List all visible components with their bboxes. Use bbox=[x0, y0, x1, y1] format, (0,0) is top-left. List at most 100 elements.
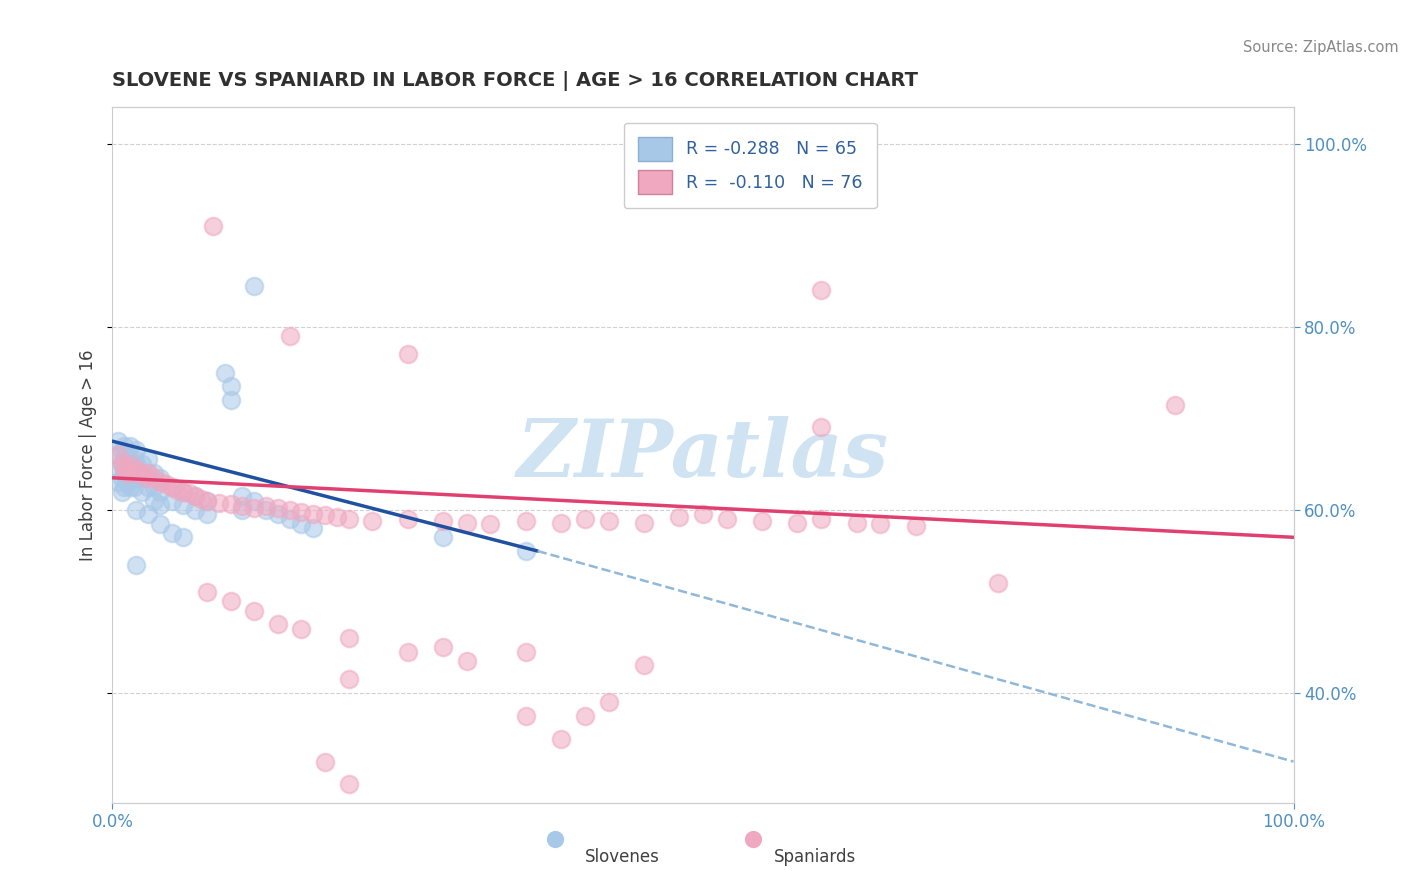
Text: Source: ZipAtlas.com: Source: ZipAtlas.com bbox=[1243, 40, 1399, 55]
Point bbox=[432, 530, 454, 544]
Point bbox=[149, 498, 172, 512]
Point bbox=[692, 508, 714, 522]
Point bbox=[574, 512, 596, 526]
Point bbox=[149, 516, 172, 531]
Point bbox=[111, 457, 134, 471]
Point bbox=[515, 514, 537, 528]
Point bbox=[515, 708, 537, 723]
Point bbox=[115, 448, 138, 462]
Point bbox=[172, 484, 194, 499]
Point bbox=[195, 493, 218, 508]
Point bbox=[219, 379, 242, 393]
Point bbox=[111, 457, 134, 471]
Point bbox=[107, 475, 129, 490]
Point bbox=[668, 510, 690, 524]
Point bbox=[290, 516, 312, 531]
Point bbox=[122, 480, 145, 494]
Point bbox=[432, 514, 454, 528]
Point bbox=[810, 512, 832, 526]
Point bbox=[219, 392, 242, 407]
Point bbox=[184, 503, 207, 517]
Point bbox=[290, 622, 312, 636]
Point bbox=[112, 452, 135, 467]
Point bbox=[195, 585, 218, 599]
Point bbox=[267, 508, 290, 522]
Text: Spaniards: Spaniards bbox=[773, 848, 856, 866]
Point bbox=[122, 467, 145, 481]
Point bbox=[115, 475, 138, 490]
Text: Slovenes: Slovenes bbox=[585, 848, 659, 866]
Point bbox=[987, 576, 1010, 591]
Point bbox=[149, 475, 172, 490]
Point bbox=[361, 514, 384, 528]
Point bbox=[112, 467, 135, 481]
Point bbox=[172, 484, 194, 499]
Point bbox=[184, 489, 207, 503]
Point bbox=[136, 467, 159, 481]
Point bbox=[120, 480, 142, 494]
Point bbox=[107, 448, 129, 462]
Point bbox=[633, 658, 655, 673]
Point bbox=[120, 439, 142, 453]
Point bbox=[125, 443, 148, 458]
Point bbox=[302, 507, 325, 521]
Point bbox=[160, 525, 183, 540]
Point bbox=[120, 452, 142, 467]
Point bbox=[904, 519, 927, 533]
Point bbox=[243, 603, 266, 617]
Point bbox=[131, 471, 153, 485]
Point bbox=[149, 471, 172, 485]
Point bbox=[142, 471, 165, 485]
Point bbox=[810, 420, 832, 434]
Point bbox=[131, 484, 153, 499]
Point bbox=[149, 484, 172, 499]
Point bbox=[195, 508, 218, 522]
Point bbox=[190, 491, 212, 506]
Point bbox=[208, 495, 231, 509]
Point bbox=[122, 467, 145, 481]
Point bbox=[179, 486, 201, 500]
Point bbox=[195, 493, 218, 508]
Point bbox=[290, 505, 312, 519]
Point bbox=[136, 508, 159, 522]
Point bbox=[278, 329, 301, 343]
Point bbox=[125, 457, 148, 471]
Point bbox=[314, 755, 336, 769]
Point bbox=[120, 457, 142, 471]
Point bbox=[120, 467, 142, 481]
Point bbox=[314, 508, 336, 523]
Point bbox=[278, 503, 301, 517]
Point bbox=[574, 708, 596, 723]
Point bbox=[184, 489, 207, 503]
Point bbox=[125, 503, 148, 517]
Point bbox=[111, 443, 134, 458]
Point bbox=[456, 654, 478, 668]
Point bbox=[142, 480, 165, 494]
Point bbox=[115, 467, 138, 481]
Point bbox=[172, 530, 194, 544]
Point bbox=[243, 493, 266, 508]
Point bbox=[869, 517, 891, 532]
Point bbox=[160, 480, 183, 494]
Y-axis label: In Labor Force | Age > 16: In Labor Force | Age > 16 bbox=[79, 349, 97, 561]
Point bbox=[142, 493, 165, 508]
Point bbox=[112, 439, 135, 453]
Point bbox=[396, 512, 419, 526]
Point bbox=[201, 219, 224, 233]
Point bbox=[135, 471, 157, 485]
Point bbox=[267, 617, 290, 632]
Point bbox=[598, 695, 620, 709]
Point bbox=[160, 480, 183, 494]
Point bbox=[515, 645, 537, 659]
Point bbox=[136, 467, 159, 481]
Point bbox=[810, 283, 832, 297]
Point bbox=[231, 499, 253, 513]
Point bbox=[107, 448, 129, 462]
Point bbox=[243, 501, 266, 516]
Point bbox=[219, 497, 242, 511]
Point bbox=[142, 467, 165, 481]
Point bbox=[107, 461, 129, 475]
Legend: R = -0.288   N = 65, R =  -0.110   N = 76: R = -0.288 N = 65, R = -0.110 N = 76 bbox=[624, 123, 877, 208]
Point bbox=[125, 471, 148, 485]
Point bbox=[243, 278, 266, 293]
